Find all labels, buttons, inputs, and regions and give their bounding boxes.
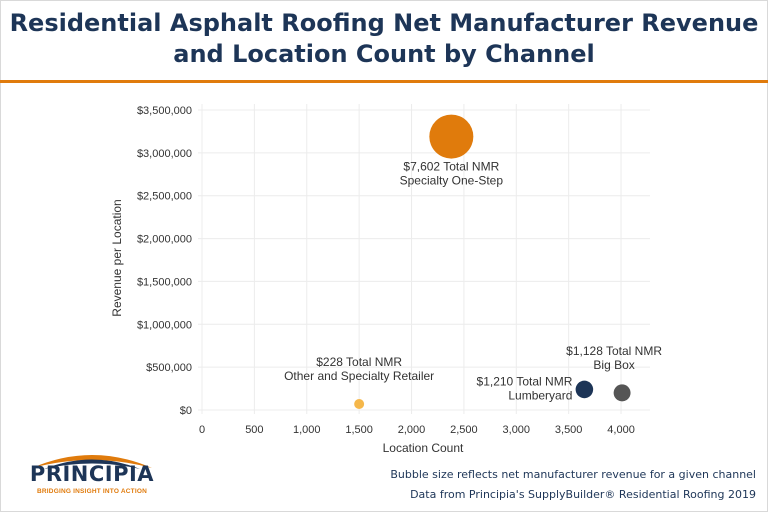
y-tick-label: $3,500,000 — [137, 105, 192, 117]
x-axis-ticks: 0 500 1,000 1,500 2,000 2,500 3,000 3,500 4,000 — [199, 424, 635, 436]
bubble-label-value: $7,602 Total NMR — [403, 160, 499, 174]
y-tick-label: $1,500,000 — [137, 276, 192, 288]
footnote-bubble-size: Bubble size reflects net manufacturer re… — [390, 468, 756, 481]
y-tick-label: $500,000 — [146, 362, 192, 374]
x-tick-label: 1,500 — [345, 424, 373, 436]
logo-arc-icon — [32, 455, 152, 469]
y-tick-label: $3,000,000 — [137, 148, 192, 160]
bubble-specialty-one-step — [429, 114, 474, 159]
grid-lines — [198, 104, 650, 414]
chart-title-line-2: and Location Count by Channel — [173, 40, 595, 68]
x-axis-label: Location Count — [383, 441, 464, 455]
y-axis-ticks: $0 $500,000 $1,000,000 $1,500,000 $2,000,000… — [137, 105, 192, 417]
principia-logo: PRINCIPIA BRIDGING INSIGHT INTO ACTION — [22, 448, 182, 504]
x-tick-label: 0 — [199, 424, 205, 436]
footnote-source: Data from Principia's SupplyBuilder® Res… — [410, 488, 756, 501]
bubble-label-channel: Big Box — [593, 358, 634, 372]
bubbles — [354, 114, 631, 409]
y-tick-label: $0 — [180, 405, 192, 417]
bubble-label-value: $1,210 Total NMR — [477, 374, 573, 388]
logo-tagline: BRIDGING INSIGHT INTO ACTION — [37, 488, 147, 495]
bubble-label-value: $228 Total NMR — [316, 355, 402, 369]
x-tick-label: 2,500 — [450, 424, 478, 436]
x-tick-label: 500 — [245, 424, 263, 436]
x-tick-label: 4,000 — [607, 424, 635, 436]
bubble-label-channel: Other and Specialty Retailer — [284, 369, 434, 383]
chart-title-line-1: Residential Asphalt Roofing Net Manufact… — [9, 9, 759, 37]
x-tick-label: 1,000 — [293, 424, 321, 436]
logo-wordmark: PRINCIPIA — [29, 462, 155, 486]
bubble-label-channel: Specialty One-Step — [400, 174, 504, 188]
bubble-big-box — [613, 384, 631, 402]
chart-title: Residential Asphalt Roofing Net Manufact… — [0, 8, 768, 70]
bubble-label-value: $1,128 Total NMR — [566, 344, 662, 358]
x-tick-label: 3,500 — [555, 424, 583, 436]
x-tick-label: 2,000 — [398, 424, 426, 436]
bubble-lumberyard — [575, 380, 594, 399]
y-axis-label: Revenue per Location — [110, 199, 124, 316]
bubble-other-and-specialty-retailer — [354, 399, 365, 409]
y-tick-label: $2,500,000 — [137, 191, 192, 203]
y-tick-label: $1,000,000 — [137, 319, 192, 331]
bubble-label-channel: Lumberyard — [508, 388, 572, 402]
y-tick-label: $2,000,000 — [137, 234, 192, 246]
title-divider — [0, 80, 768, 83]
x-tick-label: 3,000 — [503, 424, 531, 436]
